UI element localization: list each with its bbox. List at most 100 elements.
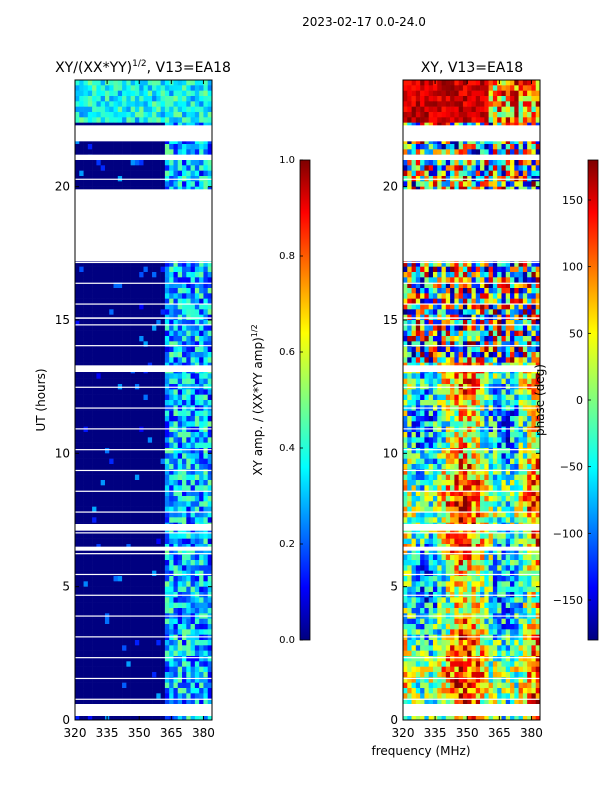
heatmap-cell	[207, 602, 213, 609]
heatmap-cell	[182, 464, 187, 470]
heatmap-cell	[117, 666, 123, 673]
heatmap-cell	[182, 90, 187, 97]
heatmap-cell	[190, 106, 196, 113]
heatmap-cell	[207, 117, 213, 123]
heatmap-cell	[471, 181, 477, 187]
heatmap-cell	[83, 341, 89, 347]
heatmap-cell	[147, 672, 153, 678]
heatmap-cell	[164, 410, 170, 417]
heatmap-cell	[182, 341, 187, 347]
heatmap-cell	[75, 320, 80, 326]
heatmap-cell	[207, 714, 213, 721]
heatmap-cell	[143, 634, 149, 641]
heatmap-cell	[147, 437, 153, 443]
heatmap-cell	[194, 469, 200, 475]
heatmap-cell	[113, 410, 119, 417]
heatmap-cell	[160, 464, 166, 470]
heatmap-cell	[96, 357, 101, 363]
heatmap-cell	[182, 474, 187, 481]
heatmap-cell	[164, 560, 170, 566]
heatmap-cell	[462, 101, 468, 107]
heatmap-cell	[122, 325, 127, 331]
heatmap-cell	[194, 80, 200, 86]
heatmap-cell	[194, 581, 200, 587]
heatmap-cell	[113, 624, 119, 630]
heatmap-cell	[173, 181, 179, 187]
y-tick-label: 20	[55, 180, 70, 194]
heatmap-cell	[139, 602, 144, 609]
heatmap-cell	[147, 346, 153, 353]
heatmap-cell	[156, 618, 161, 625]
heatmap-cell	[126, 181, 131, 187]
data-gap-line	[75, 615, 212, 617]
heatmap-cell	[109, 714, 114, 721]
heatmap-cell	[190, 373, 196, 379]
heatmap-cell	[100, 634, 106, 641]
heatmap-cell	[207, 469, 213, 475]
heatmap-cell	[462, 181, 468, 187]
heatmap-cell	[75, 453, 80, 459]
heatmap-cell	[113, 597, 119, 603]
heatmap-cell	[113, 144, 119, 150]
heatmap-cell	[83, 346, 89, 353]
heatmap-cell	[497, 117, 502, 123]
heatmap-cell	[207, 512, 213, 518]
heatmap-cell	[194, 266, 200, 273]
heatmap-cell	[134, 661, 140, 667]
heatmap-cell	[134, 90, 140, 97]
heatmap-cell	[518, 112, 524, 118]
heatmap-cell	[92, 181, 97, 187]
heatmap-cell	[177, 272, 183, 278]
heatmap-cell	[160, 400, 166, 406]
heatmap-cell	[96, 560, 101, 566]
heatmap-cell	[484, 112, 489, 118]
heatmap-cell	[92, 442, 97, 449]
heatmap-cell	[160, 682, 166, 689]
heatmap-cell	[96, 378, 101, 385]
heatmap-cell	[134, 437, 140, 443]
y-tick-label: 15	[55, 313, 70, 327]
heatmap-cell	[134, 693, 140, 699]
heatmap-cell	[199, 517, 204, 523]
heatmap-cell	[104, 608, 110, 614]
heatmap-cell	[92, 677, 97, 683]
heatmap-cell	[87, 565, 93, 571]
heatmap-cell	[441, 138, 447, 145]
heatmap-cell	[104, 682, 110, 689]
heatmap-cell	[194, 85, 200, 91]
heatmap-cell	[403, 85, 408, 91]
heatmap-cell	[152, 288, 157, 294]
heatmap-cell	[79, 410, 84, 417]
heatmap-cell	[199, 645, 204, 651]
heatmap-cell	[100, 688, 106, 694]
heatmap-cell	[109, 266, 114, 273]
heatmap-cell	[454, 181, 459, 187]
heatmap-cell	[109, 506, 114, 513]
heatmap-cell	[522, 106, 528, 113]
heatmap-cell	[143, 80, 149, 86]
heatmap-cell	[126, 650, 131, 657]
heatmap-cell	[169, 112, 174, 118]
heatmap-cell	[104, 320, 110, 326]
heatmap-cell	[100, 272, 106, 278]
heatmap-cell	[130, 373, 136, 379]
heatmap-cell	[100, 645, 106, 651]
heatmap-cell	[177, 357, 183, 363]
heatmap-cell	[173, 144, 179, 150]
heatmap-cell	[87, 581, 93, 587]
heatmap-cell	[126, 149, 131, 155]
heatmap-cell	[143, 618, 149, 625]
heatmap-cell	[113, 389, 119, 395]
heatmap-cell	[169, 117, 174, 123]
heatmap-cell	[510, 117, 515, 123]
heatmap-cell	[104, 517, 110, 523]
heatmap-cell	[420, 106, 425, 113]
heatmap-cell	[83, 442, 89, 449]
heatmap-cell	[190, 181, 196, 187]
heatmap-cell	[186, 336, 191, 342]
heatmap-cell	[79, 336, 84, 342]
heatmap-cell	[79, 645, 84, 651]
heatmap-cell	[126, 261, 131, 267]
heatmap-cell	[186, 474, 191, 481]
heatmap-cell	[96, 672, 101, 678]
